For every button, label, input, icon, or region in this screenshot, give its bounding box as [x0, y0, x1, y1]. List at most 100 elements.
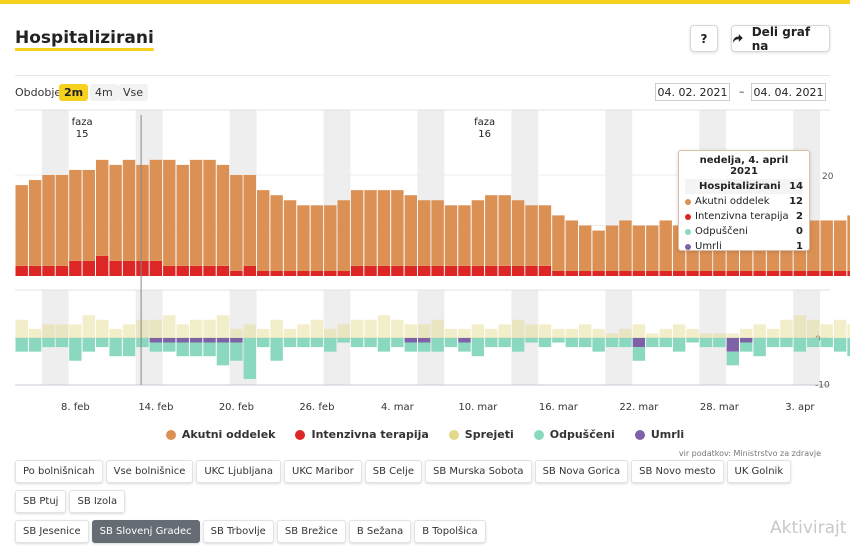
hospital-button[interactable]: B Topolšica	[414, 520, 486, 543]
hospital-button[interactable]: SB Trbovlje	[202, 520, 274, 543]
bar-icu	[203, 265, 216, 276]
bar-admitted	[807, 319, 820, 338]
tooltip-row-value: 1	[796, 241, 803, 252]
hospital-button[interactable]: B Sežana	[348, 520, 412, 543]
help-button[interactable]: ?	[690, 25, 718, 52]
hospital-button[interactable]: SB Brežice	[276, 520, 346, 543]
legend-dot	[634, 429, 645, 440]
bar-discharged	[444, 338, 458, 348]
bar-acute	[55, 175, 69, 266]
hospital-button[interactable]: UKC Maribor	[284, 460, 362, 483]
bar-discharged	[605, 338, 619, 348]
bar-acute	[283, 200, 297, 271]
x-tick-label: 14. feb	[138, 402, 173, 413]
bar-icu	[364, 265, 377, 276]
bar-discharged	[485, 338, 498, 348]
bar-admitted	[189, 319, 203, 338]
tooltip-row-label: Odpuščeni	[695, 226, 748, 237]
bar-acute	[297, 205, 310, 271]
bar-icu	[391, 265, 404, 276]
bar-icu	[753, 270, 766, 276]
bar-discharged	[686, 338, 699, 343]
bar-icu	[163, 265, 176, 276]
hospital-button[interactable]: SB Izola	[69, 490, 126, 513]
legend-item-admitted[interactable]: Sprejeti	[448, 428, 514, 441]
bar-acute	[230, 175, 243, 271]
bar-discharged	[511, 338, 525, 352]
bar-discharged	[283, 338, 297, 348]
watermark-text: Aktivirajt	[770, 518, 847, 538]
bar-discharged	[350, 338, 364, 348]
bar-icu	[230, 270, 243, 276]
bar-icu	[310, 270, 324, 276]
bar-icu	[538, 265, 552, 276]
hospital-button[interactable]: UK Golnik	[726, 460, 792, 483]
share-arrow-icon	[732, 34, 743, 43]
period-4m-button[interactable]: 4m	[90, 84, 118, 101]
hospital-button[interactable]: Vse bolnišnice	[105, 460, 194, 483]
bar-icu	[525, 265, 538, 276]
hospital-button[interactable]: SB Novo mesto	[631, 460, 724, 483]
bar-acute	[807, 220, 820, 271]
bar-discharged	[391, 338, 404, 348]
date-separator: –	[739, 85, 745, 98]
bar-discharged	[270, 338, 283, 361]
bar-discharged	[632, 347, 646, 361]
bar-acute	[216, 164, 230, 266]
bar-admitted	[15, 319, 28, 338]
hospital-button[interactable]: UKC Ljubljana	[196, 460, 282, 483]
legend-item-discharged[interactable]: Odpuščeni	[533, 428, 615, 441]
legend-item-acute[interactable]: Akutni oddelek	[165, 428, 275, 441]
bar-discharged	[15, 338, 28, 352]
tooltip-dot	[685, 243, 691, 250]
hospital-button[interactable]: SB Ptuj	[15, 490, 67, 513]
share-button[interactable]: Deli graf na	[731, 25, 830, 53]
bar-acute	[404, 195, 417, 266]
x-tick-label: 10. mar	[458, 402, 498, 413]
legend-item-icu[interactable]: Intenzivna terapija	[295, 428, 429, 441]
bar-icu	[55, 265, 69, 276]
bar-admitted	[216, 315, 230, 338]
bar-admitted	[565, 328, 578, 338]
phase-number: 16	[478, 129, 491, 140]
hospital-button[interactable]: Po bolnišnicah	[15, 460, 103, 483]
hospital-button[interactable]: SB Nova Gorica	[534, 460, 629, 483]
bar-admitted	[780, 319, 793, 338]
tooltip-total-label: Hospitalizirani	[699, 181, 781, 192]
bar-admitted	[753, 324, 766, 338]
hospital-button[interactable]: SB Celje	[364, 460, 422, 483]
hospital-button[interactable]: SB Jesenice	[15, 520, 89, 543]
bar-admitted	[55, 324, 69, 338]
period-2m-button[interactable]: 2m	[59, 84, 89, 101]
bar-admitted	[672, 324, 686, 338]
legend-item-deceased[interactable]: Umrli	[634, 428, 684, 441]
hospital-button[interactable]: SB Murska Sobota	[424, 460, 532, 483]
bar-admitted	[203, 319, 216, 338]
bar-acute	[391, 190, 404, 266]
bar-admitted	[391, 319, 404, 338]
bar-icu	[847, 270, 850, 276]
bar-acute	[538, 205, 552, 266]
bar-acute	[15, 185, 28, 266]
bar-admitted	[740, 328, 753, 338]
bar-icu	[605, 270, 619, 276]
bar-deceased	[189, 338, 203, 343]
bar-admitted	[96, 319, 109, 338]
bar-discharged	[418, 342, 431, 352]
date-from-input[interactable]: 04. 02. 2021	[655, 83, 730, 101]
date-to-input[interactable]: 04. 04. 2021	[751, 83, 826, 101]
bar-admitted	[270, 319, 283, 338]
hospital-button-active[interactable]: SB Slovenj Gradec	[91, 520, 200, 543]
bar-icu	[766, 270, 780, 276]
bar-discharged	[377, 338, 391, 352]
bar-admitted	[659, 328, 672, 338]
bar-icu	[324, 270, 337, 276]
period-all-button[interactable]: Vse	[118, 84, 149, 101]
bar-admitted	[283, 328, 297, 338]
bar-icu	[619, 270, 632, 276]
legend-label: Sprejeti	[464, 428, 514, 441]
bar-admitted	[257, 328, 270, 338]
bar-discharged	[619, 338, 632, 348]
bar-acute	[350, 190, 364, 266]
